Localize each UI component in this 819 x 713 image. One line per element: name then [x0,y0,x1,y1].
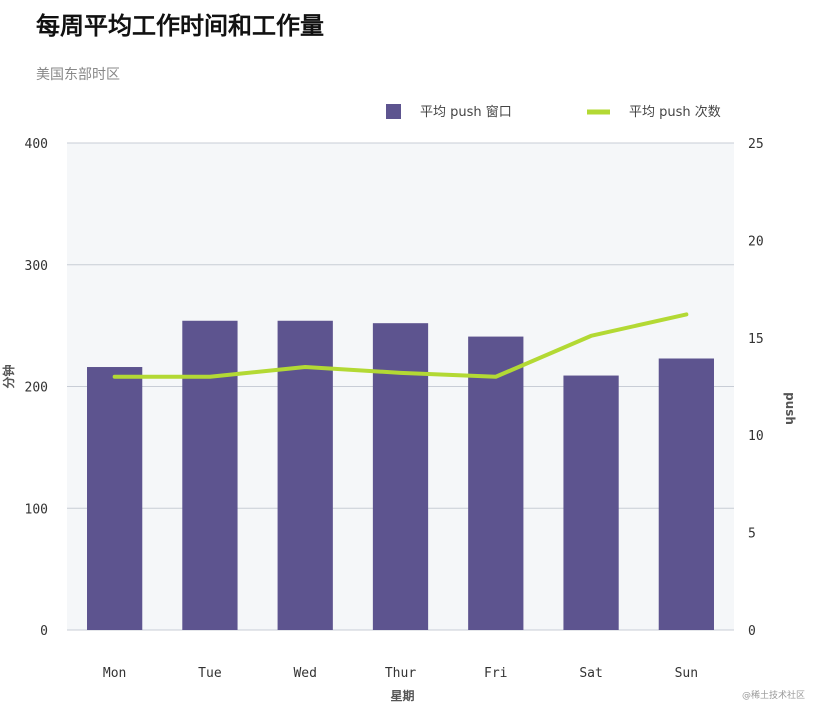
y-tick-label: 300 [25,259,48,274]
y-tick-label: 400 [25,137,48,152]
bar [372,323,429,630]
y2-axis-title: push [783,392,797,425]
watermark: @稀土技术社区 [741,691,805,701]
x-tick-label: Thur [385,666,416,681]
chart-subtitle: 美国东部时区 [36,67,120,83]
legend-item-line: 平均 push 次数 [587,104,721,120]
y2-tick-label: 10 [748,429,764,444]
y2-tick-label: 25 [748,137,764,152]
y-axis-title: 分钟 [1,364,16,388]
legend-item-bar: 平均 push 窗口 [386,104,512,120]
y-tick-label: 100 [25,502,48,517]
chart-title: 每周平均工作时间和工作量 [36,12,324,40]
legend-swatch-bar [386,104,401,119]
y2-tick-label: 5 [748,527,756,542]
push-count-line [112,312,689,379]
bar [87,367,143,630]
bar [658,358,714,630]
bar [468,336,524,630]
x-tick-label: Sat [579,666,602,681]
bar [182,320,238,630]
x-tick-label: Tue [198,666,222,681]
y2-tick-label: 20 [748,234,764,249]
bar [277,320,333,630]
x-tick-label: Mon [103,666,126,681]
x-axis-title: 星期 [390,688,414,703]
x-tick-label: Wed [293,666,316,681]
x-tick-label: Fri [484,666,507,681]
y-tick-label: 0 [40,624,48,639]
bar [563,375,619,630]
x-tick-label: Sun [675,666,698,681]
y2-tick-label: 15 [748,332,764,347]
legend-label: 平均 push 次数 [629,104,721,120]
legend-label: 平均 push 窗口 [420,104,512,120]
y2-tick-label: 0 [748,624,756,639]
y-tick-label: 200 [25,381,48,396]
